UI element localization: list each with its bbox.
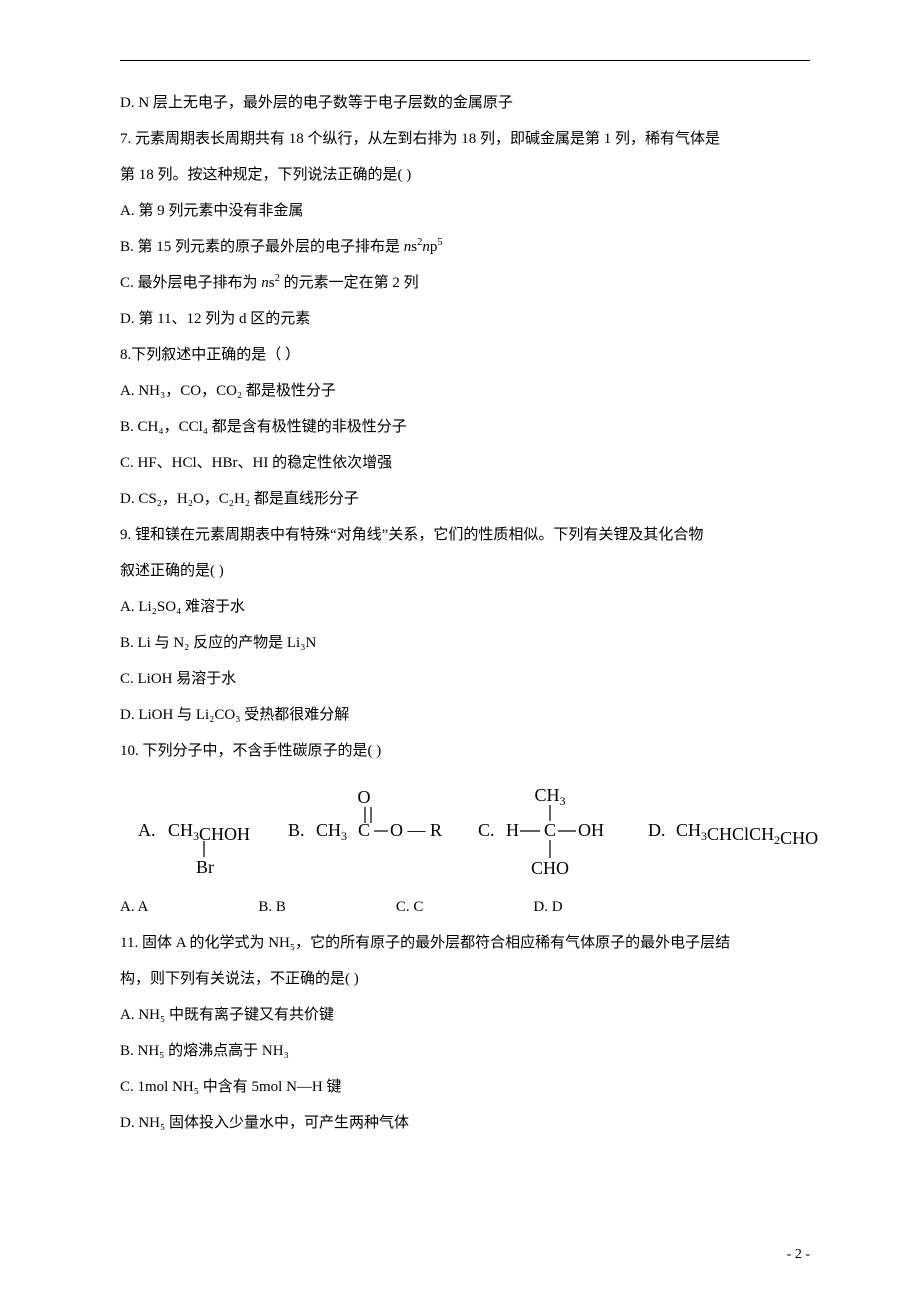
q11-option-d: D. NH₅ 固体投入少量水中，可产生两种气体 xyxy=(120,1105,810,1141)
q7c-prefix: C. 最外层电子排布为 xyxy=(120,275,261,291)
q10-option-c: C. C xyxy=(396,889,424,925)
svg-text:H: H xyxy=(506,820,519,840)
q7-option-c: C. 最外层电子排布为 ns2 的元素一定在第 2 列 xyxy=(120,265,810,301)
svg-text:CHO: CHO xyxy=(531,858,569,878)
q7b-prefix: B. 第 15 列元素的原子最外层的电子排布是 xyxy=(120,239,404,255)
q7c-suffix: 的元素一定在第 2 列 xyxy=(280,275,419,291)
q10-answer-row: A. A B. B C. C D. D xyxy=(120,889,810,925)
svg-text:OH: OH xyxy=(578,820,604,840)
q8-stem: 8.下列叙述中正确的是（ ） xyxy=(120,337,810,373)
q11-stem-line2: 构，则下列有关说法，不正确的是( ) xyxy=(120,961,810,997)
q9-option-c: C. LiOH 易溶于水 xyxy=(120,661,810,697)
q10-structure-figure: A.CH3CHOHBrB.OCH3CO — RC.CH3HCOHCHOD.CH3… xyxy=(120,769,810,889)
q7-stem-line2: 第 18 列。按这种规定，下列说法正确的是( ) xyxy=(120,157,810,193)
q6-option-d: D. N 层上无电子，最外层的电子数等于电子层数的金属原子 xyxy=(120,85,810,121)
top-divider xyxy=(120,60,810,61)
q11-option-c: C. 1mol NH₅ 中含有 5mol N—H 键 xyxy=(120,1069,810,1105)
q11-option-b: B. NH₅ 的熔沸点高于 NH₃ xyxy=(120,1033,810,1069)
q8-option-b: B. CH₄，CCl₄ 都是含有极性键的非极性分子 xyxy=(120,409,810,445)
svg-text:C: C xyxy=(544,820,556,840)
svg-text:CH3: CH3 xyxy=(316,820,347,843)
q7-option-a: A. 第 9 列元素中没有非金属 xyxy=(120,193,810,229)
q10-stem: 10. 下列分子中，不含手性碳原子的是( ) xyxy=(120,733,810,769)
page-number: - 2 - xyxy=(787,1238,810,1272)
svg-text:CH3CHClCH2CHO: CH3CHClCH2CHO xyxy=(676,820,818,848)
svg-text:O — R: O — R xyxy=(390,820,442,840)
svg-text:A.: A. xyxy=(138,820,156,840)
q9-option-b: B. Li 与 N₂ 反应的产物是 Li₃N xyxy=(120,625,810,661)
svg-text:C.: C. xyxy=(478,820,495,840)
q9-option-d: D. LiOH 与 Li₂CO₃ 受热都很难分解 xyxy=(120,697,810,733)
svg-text:Br: Br xyxy=(196,857,214,877)
q7-stem-line1: 7. 元素周期表长周期共有 18 个纵行，从左到右排为 18 列，即碱金属是第 … xyxy=(120,121,810,157)
q9-stem-line1: 9. 锂和镁在元素周期表中有特殊“对角线”关系，它们的性质相似。下列有关锂及其化… xyxy=(120,517,810,553)
svg-text:CH3: CH3 xyxy=(534,785,565,808)
q10-option-d: D. D xyxy=(533,889,562,925)
svg-text:B.: B. xyxy=(288,820,305,840)
q9-option-a: A. Li₂SO₄ 难溶于水 xyxy=(120,589,810,625)
q7-option-d: D. 第 11、12 列为 d 区的元素 xyxy=(120,301,810,337)
svg-text:C: C xyxy=(358,820,370,840)
svg-text:CH3CHOH: CH3CHOH xyxy=(168,820,250,844)
page: D. N 层上无电子，最外层的电子数等于电子层数的金属原子 7. 元素周期表长周… xyxy=(0,0,920,1302)
svg-text:O: O xyxy=(358,787,371,807)
q10-option-b: B. B xyxy=(258,889,286,925)
q8-option-c: C. HF、HCl、HBr、HI 的稳定性依次增强 xyxy=(120,445,810,481)
q10-svg: A. CH3CHOH Br B. O CH3 C O — R C. CH3 H C OH CHO D. CH3… xyxy=(130,781,820,881)
q8-option-a: A. NH₃，CO，CO₂ 都是极性分子 xyxy=(120,373,810,409)
q11-stem-line1: 11. 固体 A 的化学式为 NH₅，它的所有原子的最外层都符合相应稀有气体原子… xyxy=(120,925,810,961)
q7-option-b: B. 第 15 列元素的原子最外层的电子排布是 ns2np5 xyxy=(120,229,810,265)
q10-option-a: A. A xyxy=(120,889,148,925)
q8-option-d: D. CS₂，H₂O，C₂H₂ 都是直线形分子 xyxy=(120,481,810,517)
svg-text:D.: D. xyxy=(648,820,666,840)
q11-option-a: A. NH₅ 中既有离子键又有共价键 xyxy=(120,997,810,1033)
q9-stem-line2: 叙述正确的是( ) xyxy=(120,553,810,589)
